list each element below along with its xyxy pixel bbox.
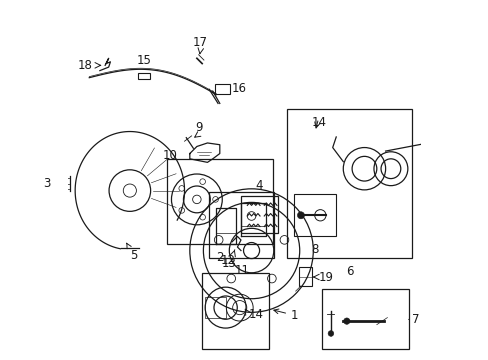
Bar	[205, 297, 225, 318]
Bar	[166, 159, 272, 243]
Text: 11: 11	[234, 264, 249, 277]
Bar	[209, 192, 274, 258]
Bar	[137, 73, 150, 79]
Text: 16: 16	[232, 82, 246, 95]
Text: 3: 3	[43, 177, 50, 190]
Text: 15: 15	[136, 54, 151, 67]
Bar	[286, 109, 411, 258]
Text: 17: 17	[192, 36, 207, 49]
Text: 8: 8	[311, 243, 318, 256]
Text: 9: 9	[195, 121, 202, 134]
Bar	[202, 274, 269, 349]
Text: 4: 4	[255, 179, 263, 192]
Bar	[299, 267, 311, 286]
Text: 14: 14	[311, 117, 326, 130]
Bar	[241, 196, 278, 233]
Text: 19: 19	[318, 270, 333, 284]
Text: 7: 7	[411, 313, 419, 326]
Text: 14: 14	[248, 308, 263, 321]
Bar	[214, 84, 230, 94]
Text: 12: 12	[221, 254, 236, 267]
Text: 6: 6	[345, 265, 352, 278]
Bar	[293, 194, 336, 237]
Text: 1: 1	[273, 309, 298, 322]
Text: 5: 5	[126, 243, 137, 262]
Circle shape	[327, 330, 333, 336]
Circle shape	[343, 318, 349, 324]
Text: 2: 2	[216, 251, 223, 264]
Text: 10: 10	[163, 149, 177, 162]
Circle shape	[297, 212, 304, 219]
Text: 18: 18	[78, 59, 93, 72]
Text: 13: 13	[221, 257, 236, 270]
Bar	[322, 289, 407, 349]
